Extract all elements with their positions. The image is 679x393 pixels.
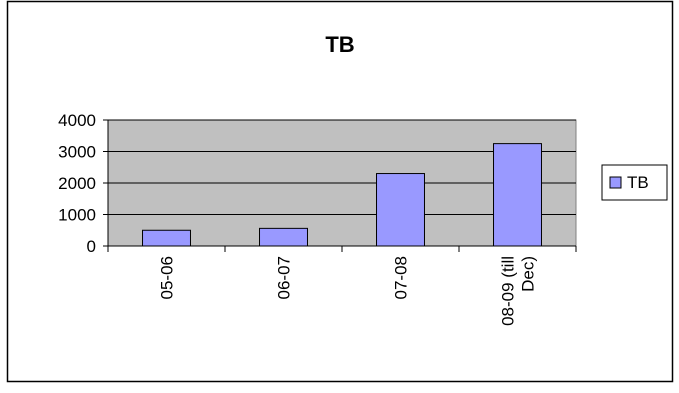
legend: TB [601,164,668,201]
x-tick-label-05-06: 05-06 [158,256,177,299]
chart-title: TB [325,32,354,57]
axes [103,119,577,252]
x-tick-label-08-09 (till Dec)-line2: Dec) [519,256,538,292]
y-tick-labels: 0 1000 2000 3000 4000 [58,111,96,256]
y-tick-label-3000: 3000 [58,143,96,162]
y-tick-label-2000: 2000 [58,174,96,193]
x-tick-label-08-09 (till Dec)-line1: 08-09 (till [499,256,518,326]
bar-08-09 (till Dec) [493,143,542,247]
bar-05-06 [142,229,191,247]
x-tick-labels: 05-06 06-07 07-08 08-09 (till Dec) [158,256,538,326]
legend-swatch-tb [609,176,622,189]
x-tick-label-07-08: 07-08 [392,256,411,299]
legend-box [601,164,668,201]
x-tick-label-06-07: 06-07 [275,256,294,299]
legend-label-tb: TB [627,173,649,192]
y-tick-label-0: 0 [87,237,96,256]
y-tick-label-4000: 4000 [58,111,96,130]
bar-07-08 [376,173,425,247]
y-tick-label-1000: 1000 [58,206,96,225]
bar-06-07 [259,227,308,247]
